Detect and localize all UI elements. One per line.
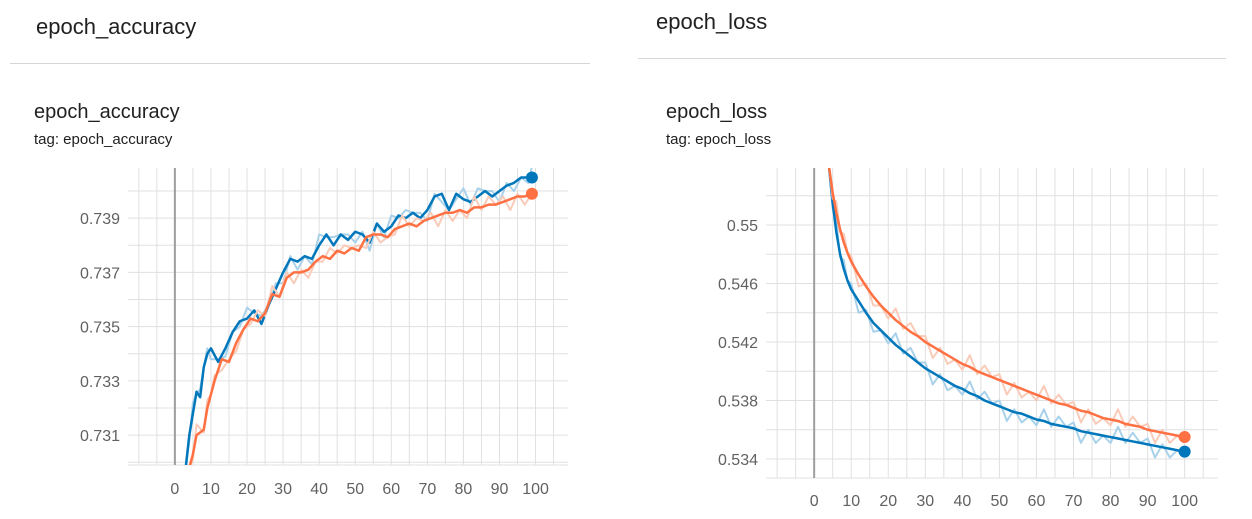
loss-series-blue-raw-line xyxy=(828,168,1186,459)
accuracy-x-tick-label: 30 xyxy=(274,481,292,498)
loss-x-tick-label: 30 xyxy=(916,493,934,510)
loss-chart-tag: tag: epoch_loss xyxy=(666,131,772,148)
accuracy-series-blue-end-marker xyxy=(525,171,538,184)
accuracy-x-tick-label: 50 xyxy=(346,481,364,498)
accuracy-card-divider xyxy=(10,63,590,64)
accuracy-y-tick-label: 0.737 xyxy=(80,265,120,282)
accuracy-x-tick-label: 60 xyxy=(382,481,400,498)
loss-x-tick-label: 10 xyxy=(842,493,860,510)
loss-chart-title: epoch_loss xyxy=(666,101,768,123)
accuracy-series-orange-line xyxy=(188,192,533,465)
loss-x-tick-label: 20 xyxy=(879,493,897,510)
loss-y-tick-label: 0.538 xyxy=(718,394,758,411)
loss-y-tick-label: 0.542 xyxy=(718,335,758,352)
accuracy-series-group xyxy=(184,168,533,465)
loss-x-tick-label: 40 xyxy=(953,493,971,510)
loss-x-tick-label: 100 xyxy=(1171,493,1198,510)
loss-x-tick-label: 60 xyxy=(1028,493,1046,510)
accuracy-x-tick-label: 70 xyxy=(418,481,436,498)
loss-y-tick-label: 0.534 xyxy=(718,452,758,469)
loss-series-orange-raw-line xyxy=(828,168,1186,444)
accuracy-y-tick-label: 0.735 xyxy=(80,320,120,337)
loss-card-divider xyxy=(638,58,1226,59)
accuracy-x-tick-label: 80 xyxy=(455,481,473,498)
loss-y-tick-label: 0.55 xyxy=(727,218,758,235)
accuracy-series-blue-line xyxy=(184,176,532,465)
loss-x-tick-label: 80 xyxy=(1102,493,1120,510)
accuracy-series-blue-raw-line xyxy=(185,168,533,465)
accuracy-chart-title: epoch_accuracy xyxy=(34,101,180,123)
accuracy-x-tick-label: 40 xyxy=(310,481,328,498)
loss-x-tick-label: 0 xyxy=(810,493,819,510)
accuracy-card-header[interactable]: epoch_accuracy xyxy=(36,14,197,39)
accuracy-x-tick-label: 90 xyxy=(491,481,509,498)
loss-x-tick-label: 50 xyxy=(991,493,1009,510)
accuracy-x-tick-label: 0 xyxy=(170,481,179,498)
accuracy-y-tick-label: 0.733 xyxy=(80,374,120,391)
loss-series-group xyxy=(827,168,1186,459)
accuracy-x-tick-label: 20 xyxy=(238,481,256,498)
loss-x-tick-label: 90 xyxy=(1139,493,1157,510)
loss-y-tick-label: 0.546 xyxy=(718,277,758,294)
accuracy-x-tick-label: 10 xyxy=(202,481,220,498)
loss-series-blue-line xyxy=(827,168,1185,453)
loss-card-header[interactable]: epoch_loss xyxy=(656,9,768,34)
loss-series-blue-end-marker xyxy=(1178,445,1191,458)
loss-series-orange-end-marker xyxy=(1178,431,1191,444)
accuracy-x-tick-label: 100 xyxy=(522,481,549,498)
accuracy-chart-tag: tag: epoch_accuracy xyxy=(34,131,173,148)
accuracy-chart[interactable]: 0.731 0.733 0.735 0.737 0.739 0 10 20 30 40 50 60 70… xyxy=(0,0,600,519)
accuracy-y-tick-label: 0.739 xyxy=(80,211,120,228)
loss-x-tick-label: 70 xyxy=(1065,493,1083,510)
loss-series-orange-line xyxy=(827,168,1185,439)
accuracy-card: epoch_accuracy epoch_accuracy tag: epoch… xyxy=(0,0,600,519)
accuracy-y-tick-label: 0.731 xyxy=(80,428,120,445)
accuracy-series-orange-end-marker xyxy=(525,187,538,200)
